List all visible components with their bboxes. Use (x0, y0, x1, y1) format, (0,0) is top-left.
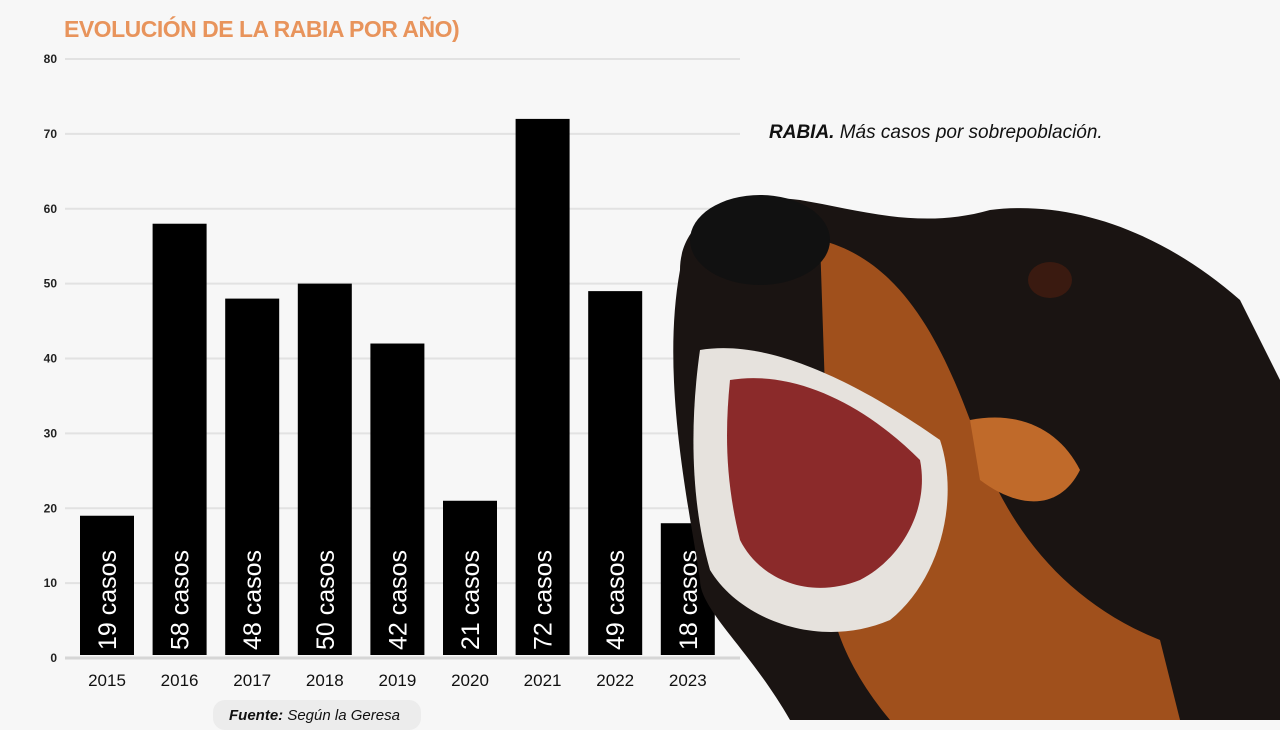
bar-2017 (225, 298, 280, 655)
data-label: 42 casos (384, 550, 412, 650)
source-label: Fuente: (229, 707, 284, 724)
y-tick-label: 60 (44, 202, 58, 216)
bar-2019 (370, 343, 425, 655)
data-label: 49 casos (602, 550, 630, 650)
x-tick-label: 2017 (233, 671, 271, 690)
data-label: 58 casos (167, 550, 195, 650)
bar-2022 (588, 291, 643, 655)
x-tick-label: 2018 (306, 671, 344, 690)
x-tick-label: 2021 (524, 671, 562, 690)
caption-bold: RABIA. (769, 122, 835, 143)
y-tick-label: 40 (44, 352, 58, 366)
source-note: Fuente: Según la Geresa (213, 700, 421, 730)
bar-2021 (515, 118, 570, 655)
data-label: 48 casos (239, 550, 267, 650)
x-tick-label: 2022 (596, 671, 634, 690)
x-tick-label: 2015 (88, 671, 126, 690)
chart-title: EVOLUCIÓN DE LA RABIA POR AÑO) (64, 16, 460, 42)
y-tick-label: 0 (50, 651, 57, 665)
data-label: 50 casos (312, 550, 340, 650)
y-tick-label: 10 (44, 576, 58, 590)
photo-caption: RABIA. Más casos por sobrepoblación. (769, 118, 1103, 147)
bar-2018 (297, 283, 352, 655)
data-label: 72 casos (530, 550, 558, 650)
data-label: 19 casos (94, 550, 122, 650)
x-tick-label: 2019 (378, 671, 416, 690)
bar-2020 (443, 500, 497, 655)
y-tick-label: 80 (44, 52, 58, 66)
x-tick-label: 2016 (161, 671, 199, 690)
y-tick-label: 70 (44, 127, 58, 141)
y-tick-label: 50 (44, 277, 58, 291)
bar-2016 (152, 223, 207, 655)
y-tick-label: 30 (44, 426, 58, 440)
bar-2015 (80, 515, 134, 655)
y-tick-label: 20 (44, 501, 58, 515)
data-label: 21 casos (457, 550, 485, 650)
caption-text: Más casos por sobrepoblación. (834, 122, 1103, 143)
dog-photo (673, 195, 1280, 720)
x-tick-label: 2020 (451, 671, 489, 690)
x-tick-label: 2023 (669, 671, 707, 690)
source-text: Según la Geresa (283, 707, 400, 724)
